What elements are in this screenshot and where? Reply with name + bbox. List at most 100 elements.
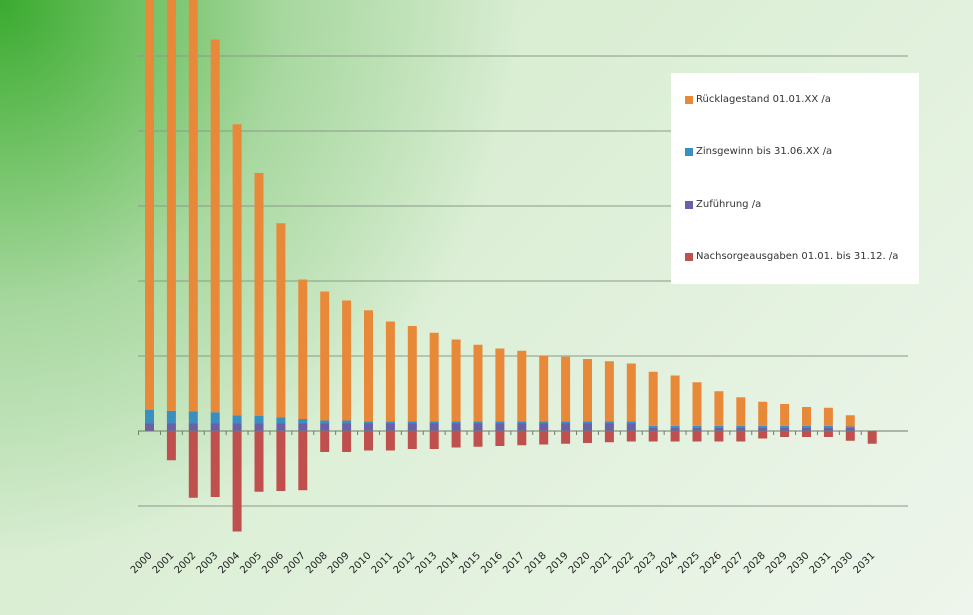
x-tick-label: 2001	[151, 550, 177, 576]
x-tick-label: 2005	[238, 550, 264, 576]
bar-zufuehrung	[583, 423, 592, 431]
bar-zinsgewinn	[714, 425, 724, 428]
bar-ruecklagestand	[670, 375, 680, 426]
bar-group	[407, 326, 417, 449]
bar-zinsgewinn	[166, 410, 176, 424]
x-tick-label: 2012	[392, 550, 418, 576]
bar-zinsgewinn	[604, 421, 614, 424]
bar-ruecklagestand	[583, 359, 592, 422]
bar-zufuehrung	[539, 423, 549, 431]
bar-nachsorgeausgaben	[867, 431, 877, 444]
bar-ruecklagestand	[364, 310, 373, 422]
bar-group	[692, 382, 702, 442]
x-tick-label: 2020	[567, 550, 593, 576]
x-tick-label: 2009	[326, 550, 352, 576]
bar-nachsorgeausgaben	[583, 431, 592, 443]
bar-zinsgewinn	[385, 421, 395, 424]
bar-group	[626, 363, 636, 442]
bar-nachsorgeausgaben	[188, 431, 198, 498]
bar-zufuehrung	[298, 423, 308, 431]
bar-group	[495, 348, 505, 446]
bar-ruecklagestand	[517, 350, 527, 422]
bar-zufuehrung	[210, 423, 220, 431]
bar-zufuehrung	[276, 423, 286, 431]
bar-nachsorgeausgaben	[385, 431, 395, 451]
bar-group	[473, 344, 483, 447]
bar-group	[276, 223, 286, 491]
bar-group	[320, 291, 330, 452]
bar-group	[254, 173, 264, 492]
bar-zufuehrung	[561, 423, 571, 431]
x-tick-label: 2019	[545, 550, 571, 576]
bar-groups	[145, 0, 877, 532]
bar-zufuehrung	[495, 423, 505, 431]
x-tick-label: 2027	[720, 550, 746, 576]
bar-zinsgewinn	[823, 425, 833, 428]
bar-zufuehrung	[407, 423, 417, 431]
bar-group	[429, 332, 439, 449]
legend-label-zufuehrung: Zuführung /a	[696, 199, 762, 210]
bar-zufuehrung	[254, 423, 264, 431]
bar-zufuehrung	[736, 427, 746, 431]
bar-group	[561, 356, 571, 444]
bar-zinsgewinn	[320, 420, 330, 424]
bar-group	[670, 375, 680, 442]
x-tick-label: 2022	[611, 550, 637, 576]
x-tick-label: 2013	[414, 550, 440, 576]
legend-label-zinsgewinn: Zinsgewinn bis 31.06.XX /a	[696, 146, 833, 157]
bar-nachsorgeausgaben	[539, 431, 549, 445]
bar-nachsorgeausgaben	[473, 431, 483, 447]
bar-ruecklagestand	[210, 39, 220, 413]
bar-zinsgewinn	[188, 411, 198, 424]
bar-nachsorgeausgaben	[342, 431, 352, 452]
bar-nachsorgeausgaben	[495, 431, 505, 446]
bar-nachsorgeausgaben	[429, 431, 439, 449]
bar-zinsgewinn	[561, 421, 571, 424]
bar-ruecklagestand	[626, 363, 636, 422]
bar-zufuehrung	[320, 423, 330, 431]
bar-zufuehrung	[429, 423, 439, 431]
x-tick-label: 2007	[282, 550, 308, 576]
bar-ruecklagestand	[342, 300, 352, 421]
bar-zufuehrung	[714, 427, 724, 431]
bar-zufuehrung	[145, 423, 154, 431]
bar-nachsorgeausgaben	[736, 431, 746, 442]
x-tick-label: 2004	[216, 550, 242, 576]
bar-group	[539, 356, 549, 445]
bar-group	[714, 391, 724, 442]
bar-nachsorgeausgaben	[232, 431, 242, 532]
bar-zinsgewinn	[758, 425, 768, 428]
bar-nachsorgeausgaben	[210, 431, 220, 497]
bar-nachsorgeausgaben	[561, 431, 571, 444]
bar-zufuehrung	[845, 427, 855, 431]
bar-zinsgewinn	[583, 421, 592, 424]
bar-zufuehrung	[670, 427, 680, 431]
bar-nachsorgeausgaben	[626, 431, 636, 442]
bar-ruecklagestand	[145, 0, 154, 410]
bar-ruecklagestand	[298, 279, 308, 419]
bar-zinsgewinn	[845, 426, 855, 428]
x-tick-label: 2000	[129, 550, 155, 576]
bar-group	[802, 407, 811, 437]
bar-zinsgewinn	[648, 425, 658, 428]
bar-ruecklagestand	[429, 332, 439, 422]
bar-ruecklagestand	[188, 0, 198, 412]
bar-group	[451, 339, 461, 448]
bar-zufuehrung	[364, 423, 373, 431]
bar-zufuehrung	[823, 427, 833, 431]
x-tick-label: 2016	[479, 550, 505, 576]
bar-zufuehrung	[517, 423, 527, 431]
bar-zinsgewinn	[692, 425, 702, 428]
bar-nachsorgeausgaben	[670, 431, 680, 442]
bar-zufuehrung	[604, 423, 614, 431]
legend-label-ruecklagestand: Rücklagestand 01.01.XX /a	[696, 94, 831, 105]
bar-nachsorgeausgaben	[166, 431, 176, 461]
bar-zufuehrung	[451, 423, 461, 431]
legend-label-nachsorgeausgaben: Nachsorgeausgaben 01.01. bis 31.12. /a	[696, 251, 899, 262]
legend-item-ruecklagestand: Rücklagestand 01.01.XX /a	[685, 94, 831, 105]
x-tick-label: 2002	[173, 550, 199, 576]
bar-ruecklagestand	[254, 173, 264, 416]
legend-item-zufuehrung: Zuführung /a	[685, 199, 761, 210]
bar-zufuehrung	[758, 427, 768, 431]
